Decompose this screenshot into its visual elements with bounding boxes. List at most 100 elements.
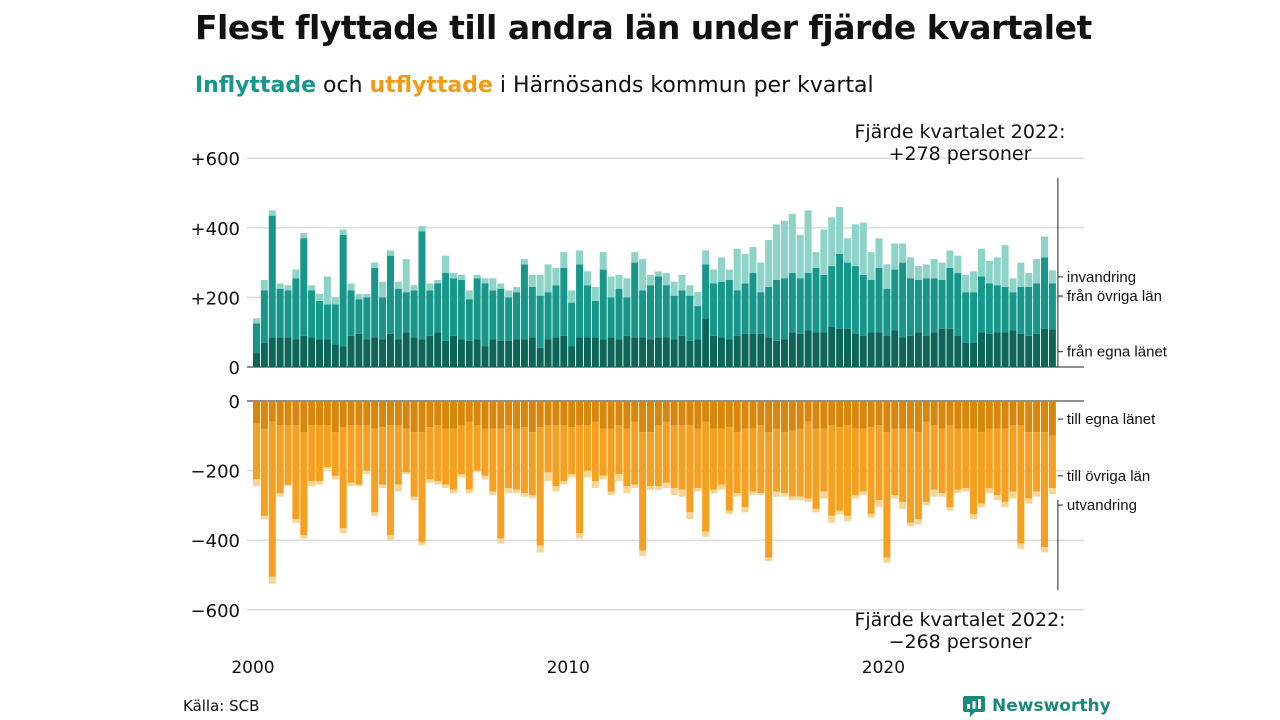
bar-in-other-counties xyxy=(481,283,489,347)
bar-out-own-county xyxy=(308,401,316,426)
bar-out-own-county xyxy=(623,401,631,429)
bar-out-other-counties xyxy=(1001,428,1009,502)
bar-in-other-counties xyxy=(867,280,875,333)
bar-out-emigration xyxy=(347,482,355,487)
bar-out-emigration xyxy=(497,538,505,544)
bar-out-other-counties xyxy=(568,427,576,475)
bar-in-other-counties xyxy=(796,278,804,334)
bar-out-own-county xyxy=(457,401,465,426)
bar-out-emigration xyxy=(513,489,521,494)
bar-out-other-counties xyxy=(796,428,804,497)
bar-out-emigration xyxy=(568,474,576,478)
bar-out-own-county xyxy=(891,401,899,429)
bar-in-other-counties xyxy=(331,304,339,345)
bar-out-emigration xyxy=(300,534,308,539)
bar-in-immigration xyxy=(851,224,859,267)
bar-out-emigration xyxy=(410,496,418,501)
bar-out-emigration xyxy=(402,472,410,475)
bar-in-immigration xyxy=(844,238,851,263)
bar-in-own-county xyxy=(568,346,576,367)
bar-out-own-county xyxy=(717,401,725,429)
bar-in-immigration xyxy=(536,274,544,296)
bar-out-other-counties xyxy=(1009,425,1017,492)
bar-out-emigration xyxy=(702,531,710,537)
bar-in-other-counties xyxy=(607,297,615,338)
bar-in-own-county xyxy=(552,337,560,367)
x-tick-label: 2000 xyxy=(231,658,274,678)
bar-in-own-county xyxy=(946,328,954,367)
annotation-bottom-line2: −268 personer xyxy=(888,631,1032,653)
bar-out-emigration xyxy=(1041,547,1048,553)
bar-out-other-counties xyxy=(804,421,812,499)
bar-out-other-counties xyxy=(844,425,851,516)
bar-in-immigration xyxy=(465,290,473,300)
bar-out-other-counties xyxy=(402,428,410,473)
subtitle-och: och xyxy=(316,73,370,98)
subtitle-inflyttade: Inflyttade xyxy=(195,73,317,98)
bar-out-emigration xyxy=(363,470,371,475)
bar-in-other-counties xyxy=(465,299,473,341)
bar-out-emigration xyxy=(434,481,442,485)
bar-out-other-counties xyxy=(615,425,623,475)
bar-out-emigration xyxy=(560,481,568,485)
bar-out-own-county xyxy=(442,401,450,429)
bar-in-own-county xyxy=(268,337,276,367)
bar-out-other-counties xyxy=(292,425,300,520)
bar-in-own-county xyxy=(434,332,442,367)
bar-out-other-counties xyxy=(820,428,828,492)
bar-in-immigration xyxy=(954,255,962,274)
bar-in-immigration xyxy=(717,257,725,282)
bar-in-own-county xyxy=(804,330,812,367)
bar-in-own-county xyxy=(331,344,339,367)
bar-out-own-county xyxy=(812,401,820,429)
bar-in-other-counties xyxy=(851,266,859,334)
bar-in-own-county xyxy=(867,332,875,367)
bar-out-other-counties xyxy=(717,428,725,485)
bar-in-immigration xyxy=(899,243,907,263)
bar-in-other-counties xyxy=(749,273,757,334)
bar-out-other-counties xyxy=(836,427,844,511)
bar-out-other-counties xyxy=(741,428,749,508)
bar-out-emigration xyxy=(694,488,702,492)
bar-out-emigration xyxy=(253,479,260,487)
bar-in-other-counties xyxy=(544,292,552,340)
bar-in-immigration xyxy=(725,269,733,280)
bar-in-other-counties xyxy=(702,264,710,319)
bar-out-emigration xyxy=(355,484,363,487)
bar-in-other-counties xyxy=(308,290,316,338)
bar-out-other-counties xyxy=(497,428,505,539)
bar-out-other-counties xyxy=(828,425,836,516)
bar-in-immigration xyxy=(394,281,402,289)
bar-in-other-counties xyxy=(907,278,915,336)
bar-in-own-county xyxy=(859,335,867,367)
bar-out-own-county xyxy=(434,401,442,426)
bar-out-other-counties xyxy=(560,425,568,482)
subtitle-utflyttade: utflyttade xyxy=(369,73,493,98)
bar-out-emigration xyxy=(678,489,686,497)
bar-in-other-counties xyxy=(505,297,513,341)
bar-out-own-county xyxy=(591,401,599,422)
bar-out-own-county xyxy=(946,401,954,426)
bar-out-emigration xyxy=(741,507,749,513)
bar-in-own-county xyxy=(473,339,481,367)
bar-in-own-county xyxy=(985,333,993,367)
bar-out-emigration xyxy=(907,522,915,527)
bar-in-own-county xyxy=(907,335,915,367)
bar-out-own-county xyxy=(710,401,718,429)
bar-out-emigration xyxy=(859,491,867,495)
bar-in-own-county xyxy=(836,328,844,367)
bar-out-other-counties xyxy=(371,428,379,513)
bar-in-immigration xyxy=(363,293,371,298)
bar-out-other-counties xyxy=(386,425,394,535)
bar-out-other-counties xyxy=(607,428,615,492)
bar-in-immigration xyxy=(867,252,875,280)
bar-in-own-county xyxy=(631,337,639,367)
bar-out-other-counties xyxy=(686,425,694,513)
bar-out-emigration xyxy=(284,484,292,487)
bar-in-own-county xyxy=(914,332,922,367)
bar-in-other-counties xyxy=(757,292,765,334)
bar-in-immigration xyxy=(1048,270,1056,284)
bar-in-other-counties xyxy=(450,278,457,336)
annotation-top-line2: +278 personer xyxy=(888,143,1032,165)
bar-out-other-counties xyxy=(962,428,970,488)
